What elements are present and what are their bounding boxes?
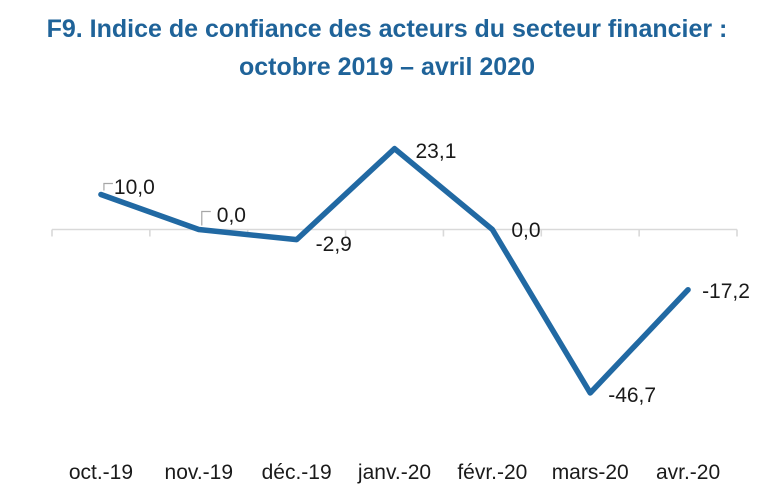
data-label: 10,0 — [113, 176, 155, 199]
data-label: -2,9 — [315, 233, 352, 257]
label-leader-line — [201, 210, 211, 226]
chart-title: F9. Indice de confiance des acteurs du s… — [0, 10, 774, 86]
x-axis-label: févr.-20 — [457, 461, 528, 484]
label-leader-line — [103, 182, 113, 191]
x-axis — [51, 228, 738, 237]
data-label: -17,2 — [702, 280, 750, 303]
chart-title-line2: octobre 2019 – avril 2020 — [238, 53, 536, 81]
data-label: 0,0 — [216, 204, 246, 227]
chart-title-line1: F9. Indice de confiance des acteurs du s… — [46, 15, 728, 43]
x-axis-label: mars-20 — [551, 461, 629, 484]
series-line — [98, 145, 691, 396]
data-label: 0,0 — [511, 219, 541, 242]
x-axis-label: janv.-20 — [357, 461, 432, 484]
x-axis-label: déc.-19 — [261, 461, 332, 484]
x-axis-label: oct.-19 — [68, 461, 134, 484]
x-axis-label: avr.-20 — [655, 461, 721, 484]
data-label: 23,1 — [415, 139, 457, 163]
x-axis-label: nov.-19 — [164, 461, 234, 484]
data-label: -46,7 — [608, 383, 657, 407]
